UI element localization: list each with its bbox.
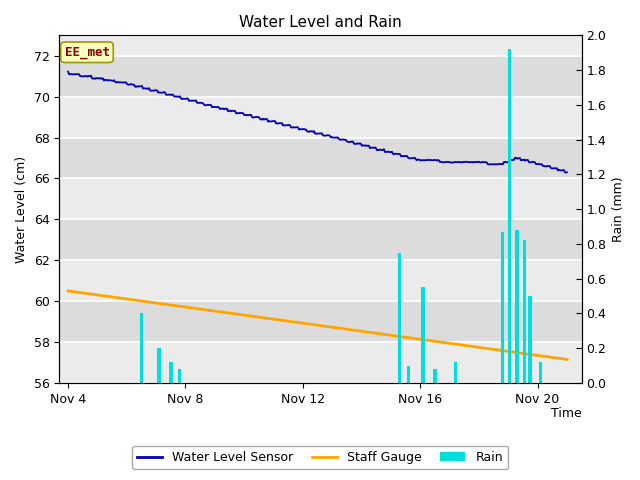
- Legend: Water Level Sensor, Staff Gauge, Rain: Water Level Sensor, Staff Gauge, Rain: [132, 446, 508, 469]
- Bar: [60, 56, 582, 96]
- Y-axis label: Rain (mm): Rain (mm): [612, 176, 625, 242]
- Bar: [398, 252, 401, 383]
- Bar: [529, 296, 532, 383]
- Bar: [60, 138, 582, 179]
- Bar: [157, 348, 161, 383]
- Bar: [60, 260, 582, 301]
- Bar: [60, 342, 582, 383]
- Bar: [140, 313, 143, 383]
- Text: Time: Time: [551, 407, 582, 420]
- Bar: [539, 362, 542, 383]
- Bar: [178, 369, 181, 383]
- Bar: [60, 179, 582, 219]
- Bar: [433, 369, 436, 383]
- Bar: [60, 96, 582, 138]
- Bar: [60, 301, 582, 342]
- Bar: [60, 219, 582, 260]
- Bar: [454, 362, 457, 383]
- Bar: [523, 240, 526, 383]
- Bar: [508, 49, 511, 383]
- Bar: [169, 362, 173, 383]
- Title: Water Level and Rain: Water Level and Rain: [239, 15, 402, 30]
- Bar: [500, 232, 504, 383]
- Text: EE_met: EE_met: [65, 46, 109, 59]
- Bar: [515, 230, 519, 383]
- Y-axis label: Water Level (cm): Water Level (cm): [15, 156, 28, 263]
- Bar: [406, 366, 410, 383]
- Bar: [421, 288, 425, 383]
